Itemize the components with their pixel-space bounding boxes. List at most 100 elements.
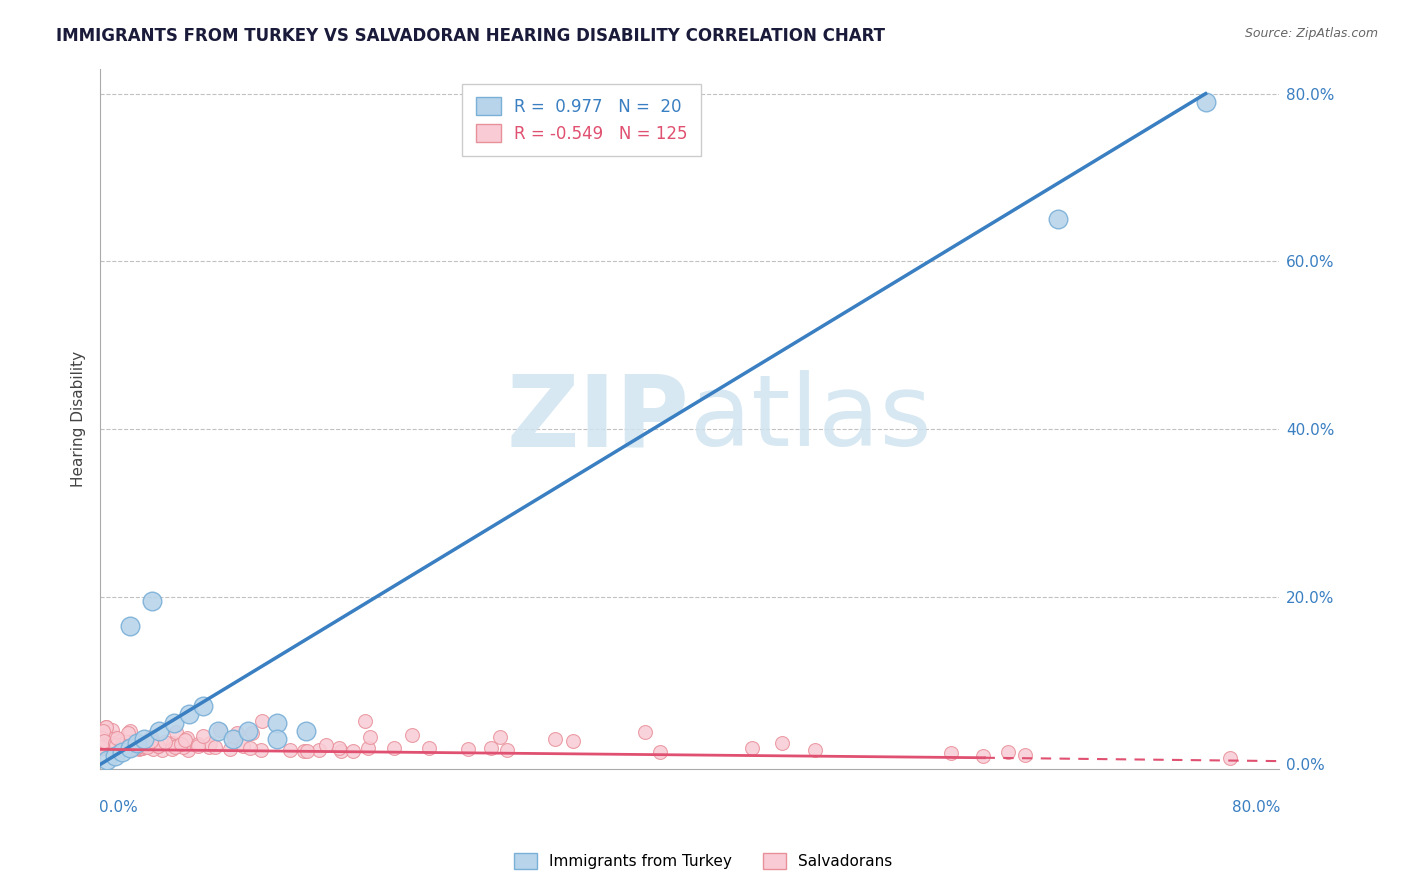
Point — [1194, 95, 1216, 109]
Point — [98, 737, 121, 751]
Point — [139, 734, 162, 748]
Point — [132, 737, 155, 751]
Point — [479, 741, 502, 756]
Point — [103, 730, 125, 744]
Point — [170, 738, 193, 752]
Point — [104, 749, 127, 764]
Point — [90, 734, 112, 748]
Point — [101, 739, 124, 753]
Point — [163, 740, 186, 755]
Point — [1047, 212, 1070, 227]
Point — [146, 739, 169, 753]
Point — [359, 730, 381, 744]
Point — [1219, 751, 1241, 765]
Point — [163, 715, 186, 730]
Legend: Immigrants from Turkey, Salvadorans: Immigrants from Turkey, Salvadorans — [508, 847, 898, 875]
Point — [90, 736, 112, 750]
Point — [240, 726, 263, 740]
Text: 0.0%: 0.0% — [98, 800, 138, 815]
Point — [308, 743, 330, 757]
Point — [105, 738, 128, 752]
Point — [110, 741, 132, 756]
Point — [105, 731, 128, 745]
Point — [239, 740, 262, 755]
Point — [120, 734, 142, 748]
Point — [122, 733, 145, 747]
Point — [125, 737, 148, 751]
Point — [142, 741, 165, 756]
Point — [153, 735, 176, 749]
Point — [204, 739, 226, 754]
Point — [96, 753, 118, 767]
Point — [225, 726, 247, 740]
Point — [146, 737, 169, 751]
Point — [295, 723, 318, 738]
Point — [496, 743, 519, 757]
Text: Source: ZipAtlas.com: Source: ZipAtlas.com — [1244, 27, 1378, 40]
Y-axis label: Hearing Disability: Hearing Disability — [72, 351, 86, 487]
Point — [457, 741, 479, 756]
Point — [90, 732, 112, 747]
Point — [146, 739, 169, 753]
Point — [382, 741, 405, 756]
Point — [104, 734, 127, 748]
Point — [129, 739, 152, 754]
Point — [111, 737, 134, 751]
Point — [111, 745, 134, 759]
Point — [972, 749, 994, 764]
Point — [91, 723, 114, 738]
Point — [134, 732, 156, 747]
Point — [125, 741, 148, 756]
Point — [357, 741, 380, 756]
Point — [342, 744, 364, 758]
Point — [266, 715, 288, 730]
Point — [218, 742, 240, 756]
Point — [177, 707, 200, 722]
Point — [224, 730, 246, 744]
Point — [172, 740, 194, 755]
Point — [128, 742, 150, 756]
Point — [131, 741, 153, 756]
Point — [250, 714, 273, 729]
Point — [191, 730, 214, 744]
Point — [176, 743, 198, 757]
Point — [118, 619, 141, 633]
Point — [134, 738, 156, 752]
Point — [489, 730, 512, 744]
Point — [401, 728, 423, 742]
Point — [100, 740, 122, 755]
Point — [96, 735, 118, 749]
Point — [127, 741, 149, 756]
Text: 80.0%: 80.0% — [1232, 800, 1281, 815]
Point — [89, 741, 111, 756]
Point — [650, 745, 672, 759]
Point — [176, 731, 198, 745]
Point — [770, 736, 793, 750]
Point — [131, 735, 153, 749]
Point — [1014, 747, 1036, 762]
Point — [315, 739, 337, 753]
Point — [104, 736, 127, 750]
Point — [101, 731, 124, 746]
Point — [101, 742, 124, 756]
Point — [634, 724, 657, 739]
Point — [941, 746, 963, 760]
Point — [187, 737, 209, 751]
Point — [353, 714, 375, 728]
Point — [330, 743, 353, 757]
Point — [198, 739, 221, 754]
Point — [418, 741, 440, 756]
Point — [294, 744, 316, 758]
Point — [741, 741, 763, 756]
Text: atlas: atlas — [690, 370, 931, 467]
Text: ZIP: ZIP — [506, 370, 690, 467]
Point — [93, 734, 115, 748]
Point — [278, 743, 301, 757]
Point — [328, 741, 350, 756]
Point — [141, 594, 163, 608]
Point — [562, 733, 585, 747]
Point — [94, 735, 117, 749]
Point — [117, 735, 139, 749]
Point — [187, 739, 209, 754]
Point — [96, 739, 118, 753]
